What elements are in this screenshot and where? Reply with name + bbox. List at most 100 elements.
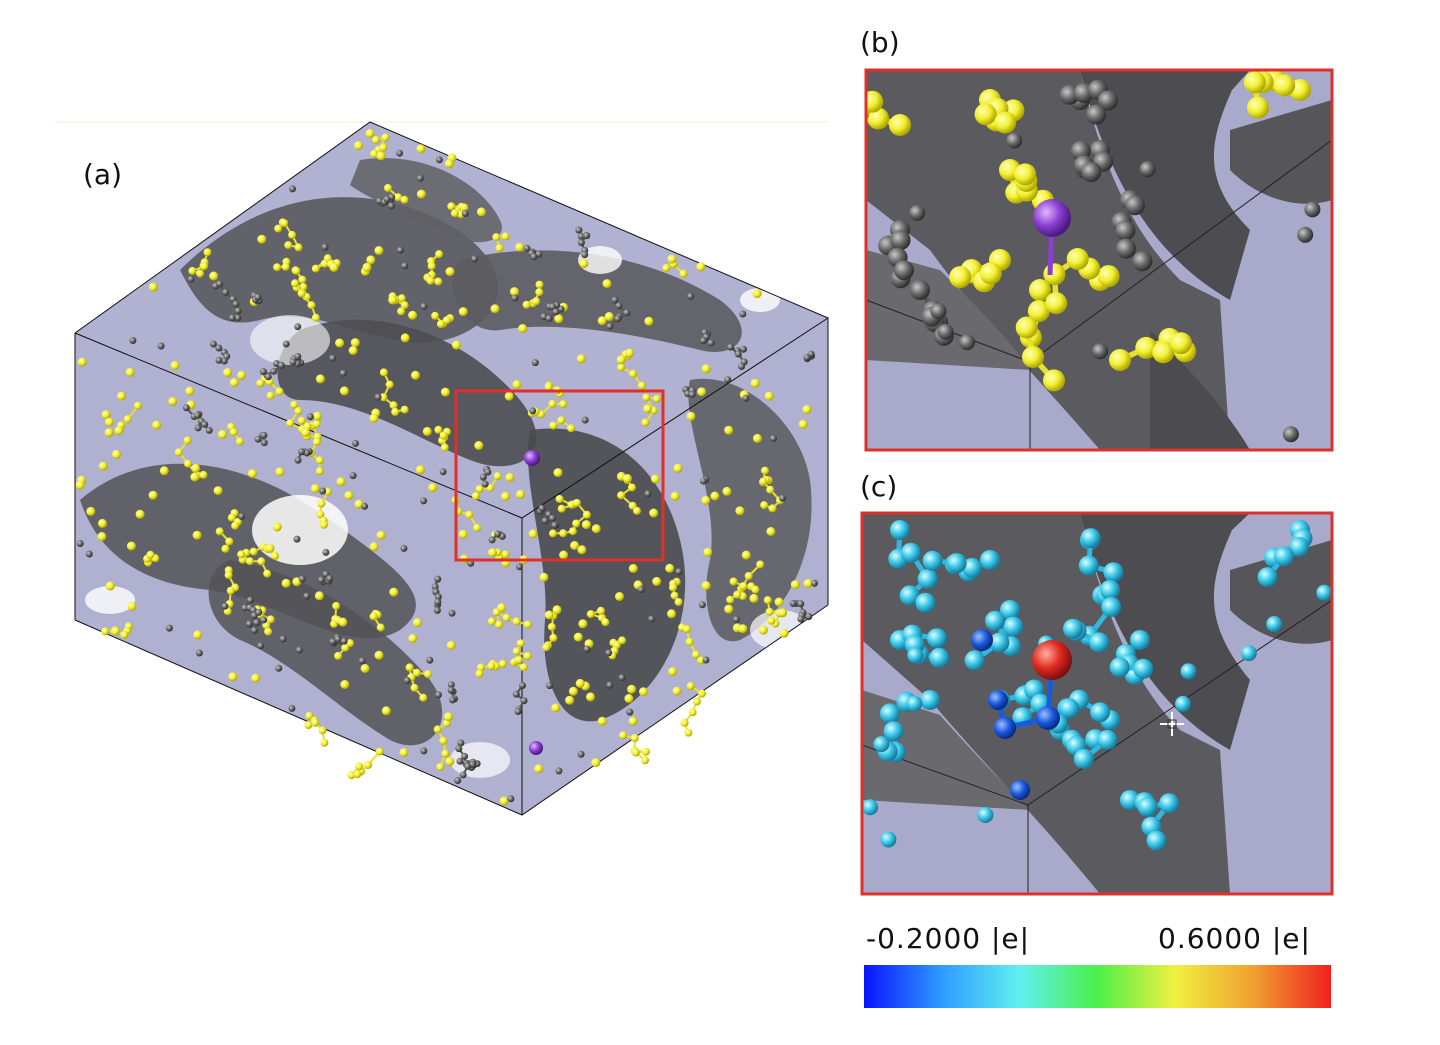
sulfur-atom xyxy=(332,601,341,610)
carbon-atom xyxy=(577,750,585,758)
carbon-atom xyxy=(201,420,209,428)
carbon-atom xyxy=(488,536,496,544)
sulfur-atom xyxy=(534,764,544,774)
carbon-atom xyxy=(738,363,745,370)
carbon-atom xyxy=(349,472,357,480)
sulfur-atom xyxy=(488,548,497,558)
sulfur-atom xyxy=(228,672,238,682)
sulfur-atom xyxy=(475,669,484,678)
carbon-atom xyxy=(255,608,263,616)
sulfur-atom xyxy=(628,564,638,573)
sulfur-atom xyxy=(528,529,538,539)
sulfur-atom xyxy=(763,596,772,605)
sulfur-atom xyxy=(798,419,808,429)
sulfur-atom xyxy=(1022,346,1044,368)
crosshair-cursor-icon xyxy=(1160,712,1184,736)
sulfur-atom xyxy=(565,695,575,705)
sulfur-atom xyxy=(674,598,683,606)
sulfur-atom xyxy=(281,578,291,588)
carbon-atom xyxy=(461,210,469,217)
carbon-atom xyxy=(644,490,652,498)
carbon-atom xyxy=(937,323,954,340)
sulfur-atom xyxy=(415,465,425,475)
colorbar-max-label: 0.6000 |e| xyxy=(1158,922,1311,955)
charged-atom xyxy=(1100,580,1120,600)
sulfur-atom xyxy=(765,607,774,616)
sulfur-atom xyxy=(477,663,485,672)
sulfur-atom xyxy=(474,441,484,450)
sulfur-atom xyxy=(670,491,680,501)
sulfur-atom xyxy=(297,416,306,425)
sulfur-atom xyxy=(183,436,192,445)
charged-atom xyxy=(989,632,1010,653)
carbon-atom xyxy=(289,358,297,366)
sulfur-atom xyxy=(272,522,282,532)
sulfur-atom xyxy=(447,202,456,211)
carbon-atom xyxy=(435,691,442,699)
sulfur-atom xyxy=(627,684,637,694)
carbon-atom xyxy=(454,777,462,784)
sulfur-atom xyxy=(1043,369,1065,392)
sulfur-atom xyxy=(542,643,551,652)
sulfur-atom xyxy=(576,354,586,364)
sulfur-atom xyxy=(223,368,233,377)
sulfur-atom xyxy=(568,686,578,696)
carbon-atom xyxy=(516,563,523,571)
carbon-atom xyxy=(546,682,554,690)
carbon-atom xyxy=(959,334,976,351)
sulfur-atom xyxy=(416,144,426,154)
carbon-atom xyxy=(420,497,428,505)
sulfur-atom xyxy=(405,663,414,672)
charged-atom xyxy=(1109,657,1130,678)
sulfur-atom xyxy=(650,474,660,484)
sulfur-atom xyxy=(557,416,566,425)
carbon-atom xyxy=(234,314,242,322)
carbon-atom xyxy=(352,439,359,447)
carbon-atom xyxy=(779,494,786,502)
charged-atom xyxy=(899,585,920,606)
sulfur-atom xyxy=(487,662,496,671)
carbon-atom xyxy=(531,359,539,367)
sulfur-atom xyxy=(75,480,85,490)
carbon-atom xyxy=(340,637,348,645)
sulfur-atom xyxy=(458,529,468,539)
carbon-atom xyxy=(401,262,409,270)
sulfur-atom xyxy=(439,736,448,745)
carbon-atom xyxy=(623,309,631,317)
sulfur-atom xyxy=(127,601,137,611)
sulfur-atom xyxy=(369,612,378,621)
carbon-atom xyxy=(471,255,479,263)
charged-atom xyxy=(900,542,921,563)
sulfur-atom xyxy=(573,632,583,642)
sulfur-atom xyxy=(630,734,639,742)
charged-atom xyxy=(1240,645,1257,662)
sulfur-atom xyxy=(374,650,384,660)
sulfur-atom xyxy=(751,585,760,594)
sulfur-atom xyxy=(679,269,688,278)
carbon-atom xyxy=(215,344,223,352)
panel-label-c: (c) xyxy=(860,470,898,503)
sulfur-atom xyxy=(516,639,525,648)
sulfur-atom xyxy=(196,269,205,278)
sulfur-atom xyxy=(362,262,372,272)
sulfur-atom xyxy=(434,277,443,286)
sulfur-atom xyxy=(442,719,451,728)
sulfur-atom xyxy=(245,557,254,566)
sulfur-atom xyxy=(673,463,683,473)
sulfur-atom xyxy=(617,491,626,500)
charged-atom xyxy=(862,799,879,816)
sulfur-atom xyxy=(126,541,136,551)
sulfur-atom xyxy=(619,731,628,740)
carbon-atom xyxy=(575,226,583,234)
sulfur-atom xyxy=(577,545,587,555)
charged-atom xyxy=(922,550,943,571)
sulfur-atom xyxy=(229,378,239,387)
sulfur-atom xyxy=(586,692,595,702)
charged-atom xyxy=(1274,546,1294,567)
carbon-atom xyxy=(264,373,272,381)
carbon-atom xyxy=(334,635,342,643)
sulfur-atom xyxy=(86,506,96,516)
sulfur-atom xyxy=(644,316,654,326)
charged-atom xyxy=(1000,600,1020,620)
sulfur-atom xyxy=(389,401,398,410)
